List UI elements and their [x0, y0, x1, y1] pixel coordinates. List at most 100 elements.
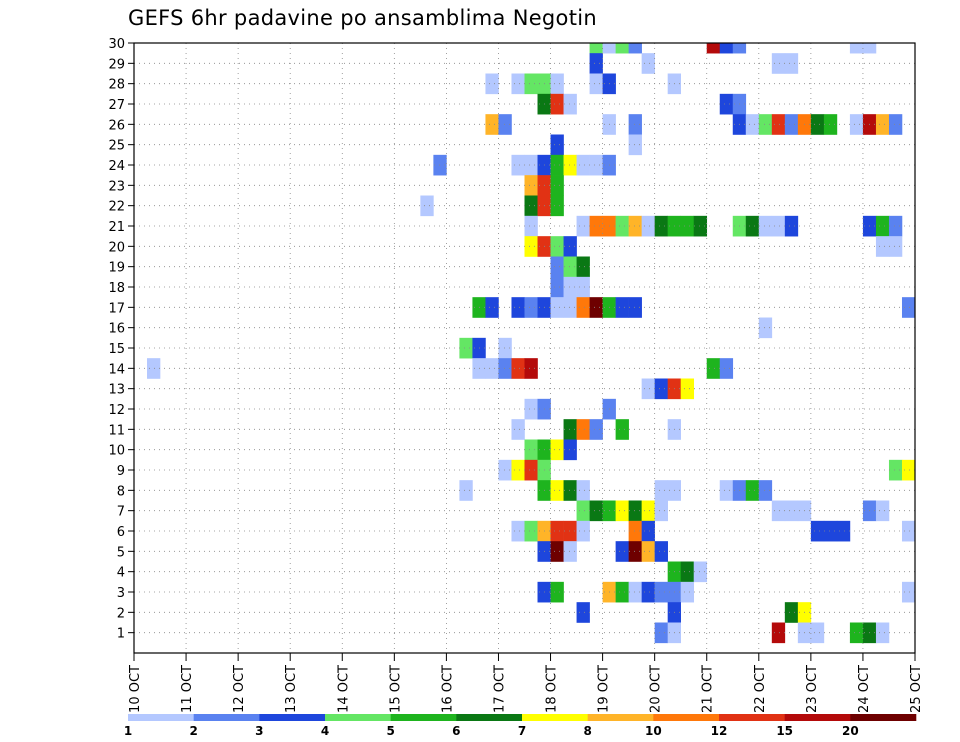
heatmap-cell: [589, 154, 603, 176]
y-tick-label: 10: [108, 444, 125, 459]
heatmap-cell: [550, 276, 564, 298]
y-tick-label: 19: [108, 261, 125, 276]
y-tick-label: 21: [108, 220, 125, 235]
heatmap-cell: [628, 215, 642, 237]
heatmap-cell: [901, 520, 915, 542]
colorbar-label: 4: [321, 724, 329, 738]
heatmap-cell: [628, 114, 642, 135]
heatmap-cell: [719, 358, 734, 379]
heatmap-cell: [511, 419, 525, 440]
heatmap-cell: [771, 215, 786, 237]
heatmap-cell: [563, 419, 577, 440]
heatmap-cell: [719, 480, 734, 501]
heatmap-cell: [654, 500, 668, 522]
heatmap-cell: [589, 297, 603, 318]
y-tick-label: 17: [108, 301, 125, 316]
colorbar-swatch: [390, 714, 457, 721]
heatmap-cell: [888, 215, 903, 237]
heatmap-cell: [550, 195, 564, 217]
y-tick-label: 24: [108, 159, 125, 174]
y-tick-label: 16: [108, 322, 125, 337]
y-tick-label: 8: [117, 484, 125, 499]
y-tick-label: 2: [117, 606, 125, 621]
heatmap-cell: [524, 154, 538, 176]
heatmap-cell: [147, 358, 161, 379]
heatmap-cell: [745, 215, 760, 237]
x-tick-label: 14 OCT: [336, 665, 351, 713]
colorbar-swatch: [653, 714, 720, 721]
x-tick-label: 18 OCT: [545, 665, 560, 713]
y-tick-label: 7: [117, 505, 125, 520]
heatmap-cell: [875, 215, 890, 237]
heatmap-cell: [524, 175, 538, 196]
heatmap-cell: [719, 43, 734, 54]
colorbar-swatch: [850, 714, 917, 721]
colorbar-label: 7: [518, 724, 526, 738]
x-tick-label: 12 OCT: [232, 665, 247, 713]
heatmap-cell: [732, 43, 747, 54]
heatmap-cell: [719, 93, 734, 115]
heatmap-cell: [641, 378, 655, 400]
heatmap-cell: [628, 297, 642, 318]
heatmap-cell: [615, 43, 629, 54]
heatmap-cell: [576, 256, 590, 278]
colorbar-label: 3: [255, 724, 263, 738]
y-tick-label: 26: [108, 118, 125, 133]
y-tick-label: 1: [117, 627, 125, 642]
heatmap-cell: [550, 154, 564, 176]
heatmap-cell: [641, 541, 655, 562]
heatmap-cell: [498, 114, 512, 135]
heatmap-cell: [550, 520, 564, 542]
heatmap-cell: [875, 114, 890, 135]
x-tick-label: 25 OCT: [909, 665, 924, 713]
x-tick-label: 10 OCT: [128, 665, 143, 713]
y-tick-label: 14: [108, 362, 125, 377]
heatmap-cell: [888, 236, 903, 257]
heatmap-cell: [680, 581, 695, 603]
heatmap-cell: [615, 541, 629, 562]
y-tick-label: 25: [108, 139, 125, 154]
colorbar-label: 5: [386, 724, 394, 738]
x-tick-label: 20 OCT: [649, 665, 664, 713]
heatmap-cell: [589, 419, 603, 440]
heatmap-cell: [563, 439, 577, 461]
heatmap-cell: [628, 43, 642, 54]
colorbar-swatch: [128, 714, 194, 721]
y-tick-label: 30: [108, 37, 125, 52]
y-tick-label: 11: [108, 423, 125, 438]
heatmap-cell: [511, 358, 525, 379]
heatmap-cell: [524, 358, 538, 379]
x-tick-label: 15 OCT: [388, 665, 403, 713]
x-tick-label: 24 OCT: [857, 665, 872, 713]
heatmap-cell: [550, 134, 564, 156]
heatmap-cell: [901, 581, 915, 603]
heatmap-cell: [589, 500, 603, 522]
heatmap-cell: [693, 561, 708, 583]
colorbar-swatch: [784, 714, 851, 721]
heatmap-cell: [576, 520, 590, 542]
heatmap-cell: [784, 114, 799, 135]
heatmap-cell: [563, 256, 577, 278]
chart-title: GEFS 6hr padavine po ansamblima Negotin: [128, 6, 597, 30]
heatmap-cell: [758, 480, 773, 501]
heatmap-cell: [550, 480, 564, 501]
heatmap-cell: [615, 215, 629, 237]
heatmap-cell: [628, 500, 642, 522]
heatmap-cell: [511, 520, 525, 542]
heatmap-cell: [550, 236, 564, 257]
heatmap-cell: [875, 236, 890, 257]
heatmap-cell: [758, 317, 773, 339]
heatmap-cell: [511, 459, 525, 481]
heatmap-cell: [511, 297, 525, 318]
heatmap-cell: [589, 53, 603, 74]
heatmap-cell: [680, 561, 695, 583]
heatmap-cell: [628, 581, 642, 603]
heatmap-cell: [511, 73, 525, 95]
heatmap-cell: [498, 358, 512, 379]
heatmap-cell: [563, 236, 577, 257]
heatmap-cell: [576, 500, 590, 522]
heatmap-cell: [693, 215, 708, 237]
heatmap-cell: [654, 480, 668, 501]
heatmap-cell: [771, 114, 786, 135]
colorbar-label: 10: [645, 724, 662, 738]
